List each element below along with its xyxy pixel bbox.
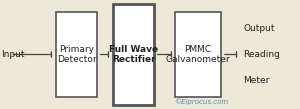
Bar bbox=[56, 12, 97, 97]
Text: Reading: Reading bbox=[243, 50, 280, 59]
Text: Output: Output bbox=[243, 24, 274, 33]
Text: Meter: Meter bbox=[243, 76, 269, 85]
Text: ©Elprocus.com: ©Elprocus.com bbox=[174, 98, 228, 105]
Bar bbox=[175, 12, 221, 97]
Text: Input: Input bbox=[2, 50, 25, 59]
Text: Primary
Detector: Primary Detector bbox=[57, 45, 96, 64]
Bar bbox=[113, 4, 154, 105]
Text: Full Wave
Rectifier: Full Wave Rectifier bbox=[109, 45, 158, 64]
Text: PMMC
Galvanometer: PMMC Galvanometer bbox=[166, 45, 230, 64]
